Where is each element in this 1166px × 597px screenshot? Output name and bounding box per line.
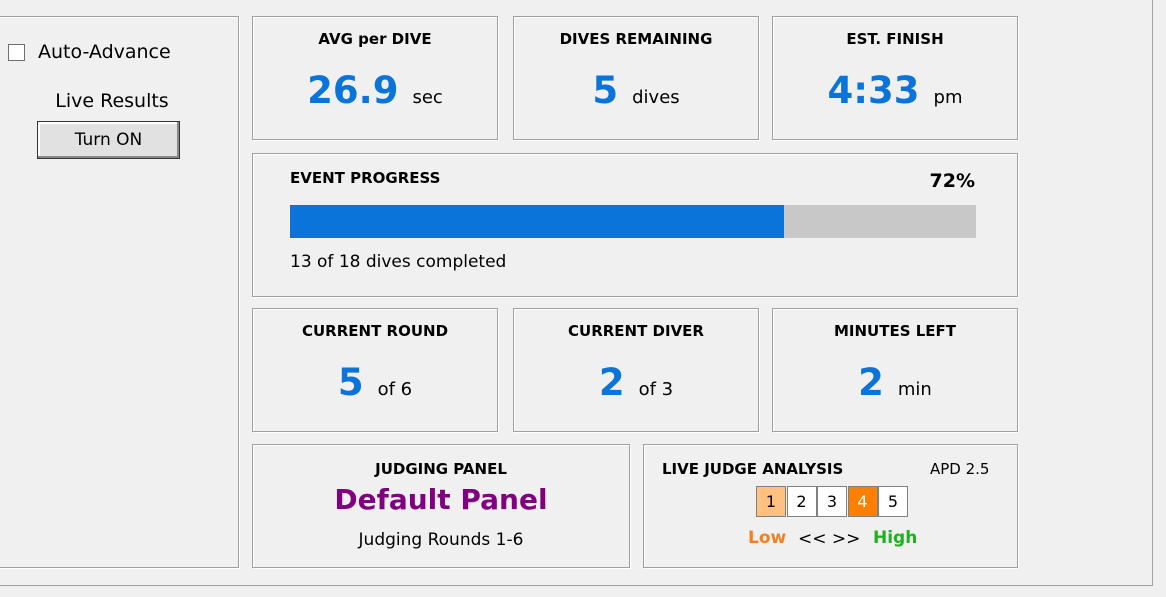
stat-value: 2 [598,361,625,404]
stat-box: CURRENT ROUND 5 of 6 [252,308,498,432]
stat-value-row: 26.9 sec [253,69,497,112]
progress-title: EVENT PROGRESS [290,169,441,187]
stat-title: EST. FINISH [846,30,944,48]
stat-title: DIVES REMAINING [559,30,713,48]
judge-cell: 4 [847,486,878,517]
stat-unit: of 3 [638,379,674,400]
apd-value: APD 2.5 [930,460,990,478]
checkbox-label[interactable]: Auto-Advance [38,41,171,63]
stat-value: 26.9 [307,69,399,112]
judging-title: JUDGING PANEL [375,460,507,478]
progress-caption: 13 of 18 dives completed [290,252,507,272]
progress-box: EVENT PROGRESS 72% 13 of 18 dives complete… [252,153,1018,297]
live-results-label: Live Results [55,90,169,112]
checkbox[interactable] [8,44,25,61]
stat-box: AVG per DIVE 26.9 sec [252,16,498,140]
stat-value-row: 5 dives [514,69,758,112]
analysis-box: LIVE JUDGE ANALYSIS APD 2.5 1 2 3 4 5 Low << >> H… [643,444,1018,568]
stat-box: DIVES REMAINING 5 dives [513,16,759,140]
stat-box: MINUTES LEFT 2 min [772,308,1018,432]
stat-value: 4:33 [827,69,920,112]
stat-title: AVG per DIVE [318,30,432,48]
judge-cell: 3 [817,486,847,517]
turn-on-button[interactable]: Turn ON [37,121,180,159]
stat-value: 5 [592,69,619,112]
progress-fill [290,205,784,238]
stat-value: 2 [858,361,884,404]
sidebar: Auto-Advance Live Results Turn ON [0,16,239,568]
judge-cell: 2 [786,486,817,517]
analysis-title: LIVE JUDGE ANALYSIS [662,460,844,478]
stat-box: CURRENT DIVER 2 of 3 [513,308,759,432]
judging-rounds: Judging Rounds 1-6 [358,530,524,550]
stat-unit: sec [412,87,443,108]
stat-value-row: 2 of 3 [514,361,758,404]
stat-value: 5 [337,361,364,404]
stat-value-row: 2 min [773,361,1017,404]
stat-title: MINUTES LEFT [833,322,957,340]
stat-unit: of 6 [377,379,413,400]
window-frame [0,0,1153,586]
stat-box: EST. FINISH 4:33 pm [772,16,1018,140]
arrows-label: << >> [798,529,861,549]
progress-percent: 72% [929,170,975,192]
stat-unit: pm [933,87,963,108]
stat-unit: dives [632,87,680,108]
judge-cell: 1 [756,486,786,517]
progress-track [290,205,976,238]
low-label: Low [748,528,787,548]
stat-unit: min [897,379,932,400]
stat-title: CURRENT DIVER [568,322,704,340]
panel-name: Default Panel [334,483,548,516]
stat-title: CURRENT ROUND [301,322,449,340]
judge-cell: 5 [878,486,908,517]
stat-value-row: 5 of 6 [253,361,497,404]
judging-box: JUDGING PANEL Default Panel Judging Rounds… [252,444,630,568]
high-label: High [873,528,918,548]
stat-value-row: 4:33 pm [773,69,1017,112]
